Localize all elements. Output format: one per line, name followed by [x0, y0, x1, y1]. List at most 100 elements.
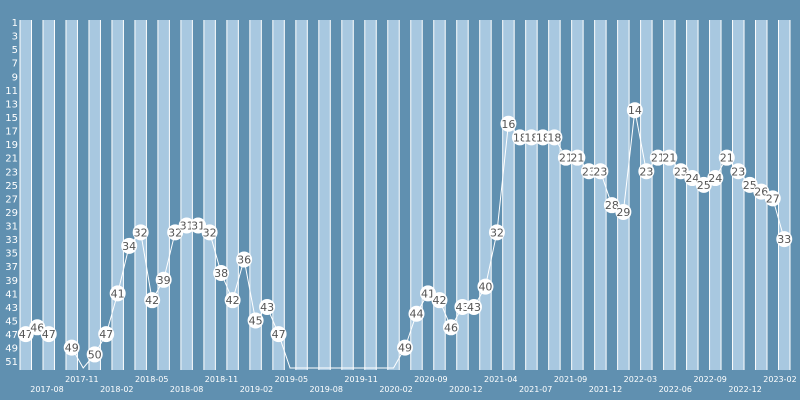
data-point-marker [569, 149, 586, 166]
data-point: 47 [98, 326, 115, 343]
x-tick-label: 2019-02 [240, 385, 273, 394]
data-point-marker [408, 305, 425, 322]
x-tick-label: 2022-09 [693, 375, 726, 384]
column-band [399, 20, 411, 370]
x-tick-label: 2020-09 [414, 375, 447, 384]
data-label: 21 [651, 152, 665, 165]
column-bands [19, 20, 791, 370]
data-point: 41 [109, 285, 126, 302]
column-band [675, 20, 687, 370]
column-band [180, 20, 193, 370]
data-label: 25 [743, 179, 757, 192]
column-band [387, 20, 400, 370]
x-tick-label: 2019-08 [310, 385, 343, 394]
column-band [709, 20, 722, 370]
data-label: 32 [490, 226, 504, 239]
data-point: 23 [580, 163, 597, 180]
y-tick-label: 13 [5, 99, 18, 110]
data-point: 23 [730, 163, 747, 180]
data-label: 23 [582, 165, 596, 178]
data-point-marker [764, 190, 781, 207]
data-point-marker [431, 292, 448, 309]
data-point: 24 [684, 170, 701, 187]
data-point: 21 [569, 149, 586, 166]
column-band [422, 20, 434, 370]
y-tick-label: 11 [5, 86, 18, 97]
column-band [54, 20, 66, 370]
column-band [330, 20, 342, 370]
x-tick-label: 2020-02 [379, 385, 412, 394]
column-band [341, 20, 354, 370]
column-band [514, 20, 526, 370]
data-point-marker [63, 339, 80, 356]
data-point-marker [615, 203, 632, 220]
data-label: 46 [444, 321, 458, 334]
data-label: 32 [168, 226, 182, 239]
data-label: 47 [19, 328, 33, 341]
data-point-marker [626, 102, 643, 119]
data-point: 29 [615, 203, 632, 220]
data-point-marker [707, 170, 724, 187]
data-point: 33 [776, 231, 793, 248]
data-label: 32 [134, 226, 148, 239]
data-label: 18 [524, 131, 538, 144]
x-tick-label: 2022-06 [659, 385, 692, 394]
x-tick-label: 2021-09 [554, 375, 587, 384]
y-tick-label: 31 [5, 222, 18, 233]
data-point: 47 [40, 326, 57, 343]
data-label: 21 [570, 152, 584, 165]
data-label: 21 [559, 152, 573, 165]
data-point: 46 [29, 319, 46, 336]
data-point: 18 [511, 129, 528, 146]
data-point: 18 [523, 129, 540, 146]
data-label: 21 [720, 152, 734, 165]
y-tick-label: 41 [5, 289, 18, 300]
column-band [571, 20, 584, 370]
column-band [249, 20, 262, 370]
column-band [134, 20, 147, 370]
data-point: 50 [86, 346, 103, 363]
column-band [479, 20, 492, 370]
data-point-marker [247, 312, 264, 329]
data-point: 27 [764, 190, 781, 207]
column-band [364, 20, 377, 370]
data-label: 23 [731, 165, 745, 178]
data-label: 21 [662, 152, 676, 165]
data-point: 32 [488, 224, 505, 241]
y-tick-label: 45 [5, 317, 18, 328]
column-band [295, 20, 308, 370]
x-tick-label: 2018-08 [170, 385, 203, 394]
y-tick-label: 21 [5, 154, 18, 165]
data-label: 41 [421, 287, 435, 300]
column-band [376, 20, 388, 370]
data-point-marker [109, 285, 126, 302]
data-point-marker [488, 224, 505, 241]
x-tick-label: 2018-11 [205, 375, 238, 384]
column-band [146, 20, 158, 370]
data-point-marker [730, 163, 747, 180]
data-point: 47 [17, 326, 34, 343]
x-tick-label: 2022-03 [624, 375, 657, 384]
column-band [31, 20, 43, 370]
column-band [721, 20, 733, 370]
column-band [157, 20, 170, 370]
column-band [445, 20, 457, 370]
data-point: 28 [603, 197, 620, 214]
column-band [778, 20, 790, 370]
column-band [65, 20, 78, 370]
data-label: 27 [766, 192, 780, 205]
column-band [410, 20, 423, 370]
column-band [491, 20, 503, 370]
column-band [353, 20, 365, 370]
data-point: 32 [132, 224, 149, 241]
column-band [169, 20, 181, 370]
x-tick-label: 2021-07 [519, 385, 552, 394]
y-tick-label: 23 [5, 167, 18, 178]
y-axis-ticks: 1357911131517192123252729313335373941434… [5, 18, 18, 368]
y-tick-label: 25 [5, 181, 18, 192]
data-point: 42 [224, 292, 241, 309]
y-tick-label: 19 [5, 140, 18, 151]
column-band [744, 20, 756, 370]
y-tick-label: 3 [12, 32, 18, 43]
column-band [548, 20, 561, 370]
